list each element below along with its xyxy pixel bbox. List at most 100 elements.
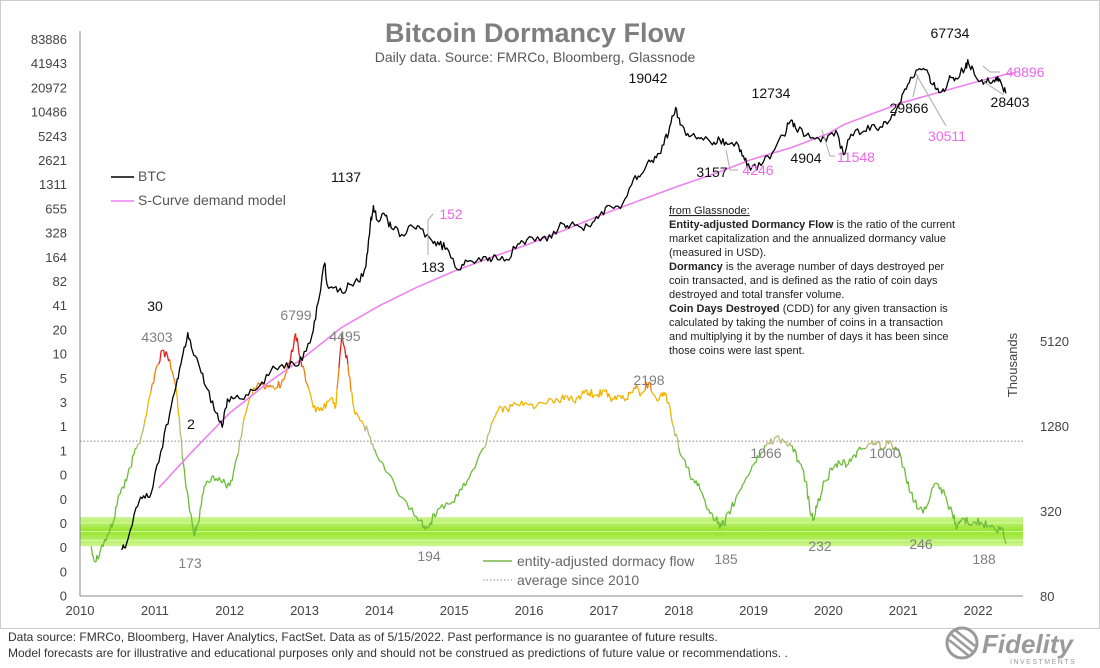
left-tick-label: 1 xyxy=(60,419,67,434)
dormancy-segment xyxy=(517,404,520,407)
dormancy-segment xyxy=(244,411,247,417)
dormancy-segment xyxy=(240,430,243,439)
dormancy-segment xyxy=(298,353,301,358)
leader-48896 xyxy=(982,65,1000,73)
dormancy-segment xyxy=(421,519,424,528)
dormancy-segment xyxy=(738,489,741,494)
dormancy-segment xyxy=(669,408,672,417)
dormancy-segment xyxy=(341,334,344,342)
dormancy-label-185: 185 xyxy=(714,551,738,567)
dormancy-segment xyxy=(369,436,373,445)
dormancy-segment xyxy=(831,467,834,471)
dormancy-segment xyxy=(435,508,439,515)
dormancy-segment xyxy=(279,385,282,389)
dormancy-segment xyxy=(984,520,988,528)
dormancy-segment xyxy=(470,469,474,474)
green-band xyxy=(80,517,1023,547)
dormancy-segment xyxy=(856,449,859,452)
dormancy-segment xyxy=(925,505,928,510)
dormancy-segment xyxy=(843,460,847,468)
dormancy-segment xyxy=(851,455,854,459)
dormancy-segment xyxy=(699,488,702,492)
dormancy-segment xyxy=(815,505,818,509)
dormancy-segment xyxy=(479,448,483,454)
annotation-leaders xyxy=(427,65,1005,255)
dormancy-segment xyxy=(862,447,865,450)
dormancy-segment xyxy=(382,464,386,471)
x-tick-label: 2011 xyxy=(141,603,169,618)
dormancy-segment xyxy=(92,555,95,560)
dormancy-segment xyxy=(692,478,695,481)
dormancy-segment xyxy=(182,462,185,470)
dormancy-segment xyxy=(1004,540,1007,544)
dormancy-segment xyxy=(704,500,707,508)
dormancy-segment xyxy=(837,460,841,464)
btc-label-4904: 4904 xyxy=(790,150,821,166)
dormancy-segment xyxy=(135,444,139,449)
dormancy-segment xyxy=(198,507,201,521)
dormancy-segment xyxy=(901,466,904,469)
dormancy-segment xyxy=(142,423,146,429)
x-tick-label: 2010 xyxy=(66,603,95,618)
dormancy-segment xyxy=(572,400,575,403)
dormancy-segment xyxy=(1002,527,1004,532)
dormancy-segment xyxy=(911,492,914,502)
dormancy-segment xyxy=(944,494,947,497)
dormancy-label-4495: 4495 xyxy=(329,328,360,344)
x-tick-label: 2012 xyxy=(215,603,244,618)
dormancy-segment xyxy=(126,468,130,476)
dormancy-segment xyxy=(112,520,115,524)
dormancy-segment xyxy=(846,463,849,466)
dormancy-segment xyxy=(234,460,237,467)
dormancy-segment xyxy=(992,526,995,529)
dormancy-segment xyxy=(353,408,356,415)
note-bold: Coin Days Destroyed xyxy=(669,303,780,315)
dormancy-segment xyxy=(93,559,95,562)
dormancy-segment xyxy=(563,395,566,401)
dormancy-segment xyxy=(264,384,268,390)
dormancy-segment xyxy=(140,432,143,436)
dormancy-segment xyxy=(334,404,337,409)
btc-label-28403: 28403 xyxy=(991,94,1030,110)
dormancy-segment xyxy=(732,502,736,507)
dormancy-segment xyxy=(123,479,126,489)
dormancy-segment xyxy=(241,421,245,432)
dormancy-segment xyxy=(721,520,724,527)
dormancy-segment xyxy=(1003,538,1006,541)
dormancy-segment xyxy=(464,480,468,487)
note-text: calculated by taking the number of coins… xyxy=(669,317,943,329)
dormancy-segment xyxy=(427,525,430,529)
dormancy-segment xyxy=(208,481,211,484)
dormancy-segment xyxy=(156,363,160,366)
dormancy-segment xyxy=(864,447,867,450)
dormancy-segment xyxy=(920,506,923,510)
dormancy-segment xyxy=(199,506,202,509)
dormancy-segment xyxy=(722,520,725,524)
dormancy-segment xyxy=(719,522,722,525)
dormancy-segment xyxy=(274,387,277,391)
dormancy-segment xyxy=(827,469,831,481)
dormancy-segment xyxy=(819,495,822,502)
left-tick-label: 82 xyxy=(53,274,67,289)
leader-28403 xyxy=(983,81,1005,96)
dormancy-segment xyxy=(570,395,574,401)
dormancy-segment xyxy=(559,398,563,403)
left-tick-label: 655 xyxy=(45,201,67,216)
dormancy-segment xyxy=(743,480,746,484)
note-text: and multiplying it by the number of days… xyxy=(669,331,948,343)
dormancy-segment xyxy=(212,475,216,481)
dormancy-segment xyxy=(657,399,660,402)
dormancy-segment xyxy=(239,438,242,442)
dormancy-segment xyxy=(524,401,528,405)
dormancy-segment xyxy=(615,395,619,400)
dormancy-segment xyxy=(885,440,888,445)
right-tick-label: 80 xyxy=(1040,589,1054,604)
dormancy-segment xyxy=(358,416,361,422)
dormancy-segment xyxy=(141,428,145,434)
btc-label-2: 2 xyxy=(187,416,195,432)
dormancy-segment xyxy=(114,506,117,517)
dormancy-segment xyxy=(107,532,110,535)
left-tick-label: 5243 xyxy=(38,129,67,144)
dormancy-segment xyxy=(600,389,604,397)
dormancy-segment xyxy=(981,523,984,525)
